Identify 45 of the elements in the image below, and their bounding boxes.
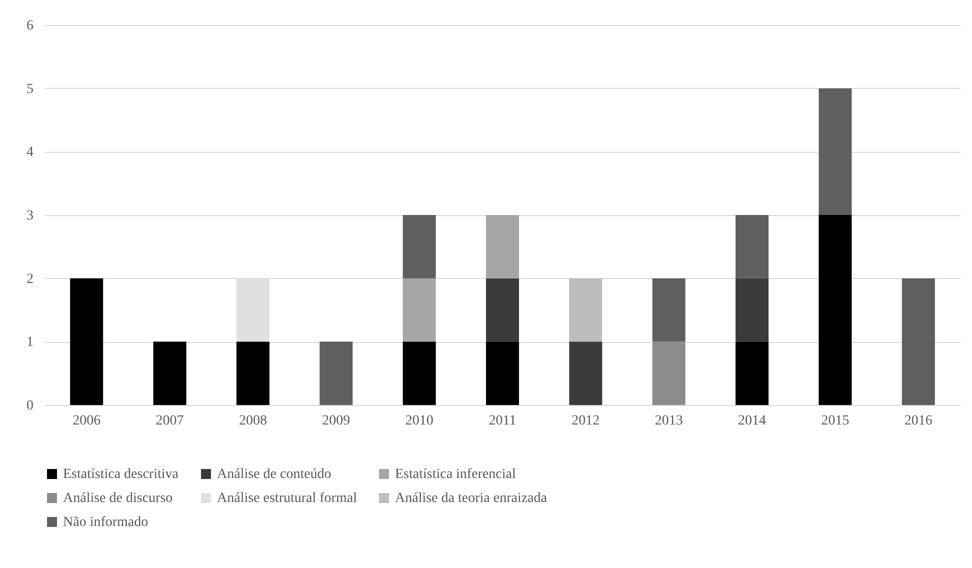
bar: [569, 278, 602, 342]
legend-label: Análise de conteúdo: [217, 467, 332, 482]
legend-label: Não informado: [63, 515, 148, 530]
legend-label: Estatística descritiva: [63, 467, 180, 482]
bar: [652, 342, 686, 405]
y-tick-label: 3: [26, 208, 34, 224]
x-tick-label: 2012: [572, 414, 600, 428]
x-tick-label: 2013: [654, 414, 683, 428]
x-tick-label: 2006: [72, 414, 101, 428]
bar: [153, 342, 186, 405]
legend-label: Análise da teoria enraizada: [395, 491, 548, 506]
y-tick-label: 6: [26, 18, 34, 34]
x-tick-label: 2014: [738, 414, 766, 428]
bar: [402, 215, 436, 278]
bar: [736, 342, 769, 405]
legend-label: Análise de discurso: [63, 491, 173, 506]
bar: [486, 215, 519, 278]
legend-label: Análise estrutural formal: [217, 491, 358, 506]
bar: [902, 278, 935, 405]
bar: [486, 278, 519, 342]
x-tick-label: 2016: [904, 414, 932, 428]
bar: [736, 278, 769, 342]
x-tick-label: 2011: [488, 414, 516, 428]
y-tick-label: 5: [26, 82, 34, 97]
y-tick-label: 1: [26, 335, 34, 350]
x-tick-label: 2015: [821, 414, 850, 428]
x-tick-label: 2008: [238, 414, 267, 428]
bar: [652, 278, 686, 342]
x-tick-label: 2010: [405, 414, 434, 428]
bar: [236, 342, 270, 405]
x-tick-label: 2007: [156, 414, 184, 428]
bar: [818, 215, 852, 405]
bar: [402, 342, 436, 405]
bar: [70, 278, 104, 405]
y-tick-label: 2: [26, 272, 34, 287]
y-tick-label: 0: [26, 398, 34, 414]
bar: [402, 278, 436, 342]
bar: [736, 215, 769, 278]
bar: [569, 342, 602, 405]
x-tick-label: 2009: [322, 414, 350, 428]
bar: [320, 342, 353, 405]
bar: [486, 342, 519, 405]
y-tick-label: 4: [26, 145, 34, 160]
bar: [818, 88, 852, 215]
legend-label: Estatística inferencial: [395, 467, 516, 482]
